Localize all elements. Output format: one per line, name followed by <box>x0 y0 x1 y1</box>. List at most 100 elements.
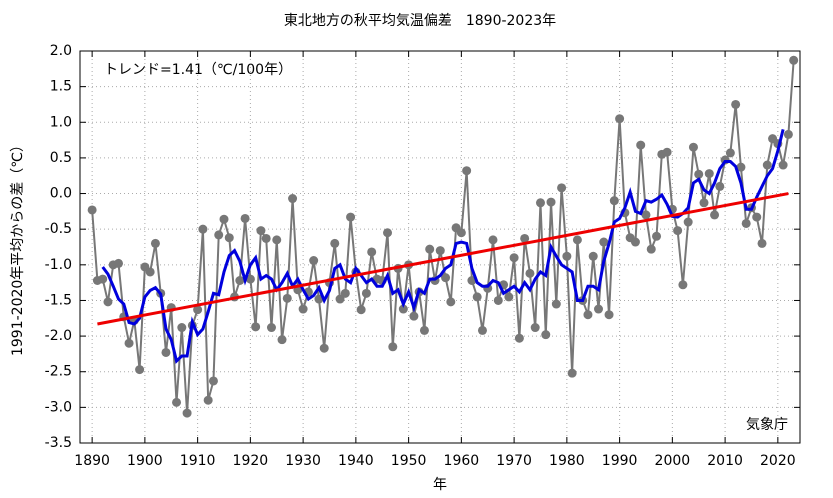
x-tick-label: 1920 <box>233 453 269 469</box>
data-point <box>335 294 345 304</box>
data-point <box>182 408 192 418</box>
data-point <box>87 205 97 215</box>
data-point <box>736 162 746 172</box>
x-axis-label: 年 <box>433 477 447 493</box>
data-point <box>741 218 751 228</box>
data-point <box>572 235 582 245</box>
data-point <box>224 233 234 243</box>
data-point <box>462 166 472 176</box>
data-point <box>683 217 693 227</box>
data-point <box>562 251 572 261</box>
data-point <box>103 297 113 307</box>
data-point <box>172 397 182 407</box>
data-point <box>446 297 456 307</box>
data-point <box>609 196 619 206</box>
data-point <box>520 233 530 243</box>
data-point <box>419 325 429 335</box>
data-point <box>208 376 218 386</box>
data-point <box>583 310 593 320</box>
data-point <box>198 224 208 234</box>
annotation: 気象庁 <box>746 417 788 433</box>
x-tick-label: 1910 <box>180 453 216 469</box>
y-tick-label: 2.0 <box>50 43 72 59</box>
data-point <box>477 325 487 335</box>
y-tick-label: -1.5 <box>45 292 72 308</box>
data-point <box>367 247 377 257</box>
x-tick-label: 1940 <box>338 453 374 469</box>
data-point <box>98 274 108 284</box>
data-point <box>177 323 187 333</box>
x-tick-label: 2020 <box>760 453 796 469</box>
data-point <box>235 275 245 285</box>
data-point <box>504 292 514 302</box>
data-point <box>298 304 308 314</box>
data-point <box>398 304 408 314</box>
data-point <box>704 169 714 179</box>
y-tick-label: -2.0 <box>45 328 72 344</box>
data-point <box>282 293 292 303</box>
data-point <box>694 169 704 179</box>
y-axis-label: 1991-2020年平均からの差（℃） <box>10 138 26 356</box>
data-point <box>346 212 356 222</box>
data-point <box>588 251 598 261</box>
data-point <box>150 238 160 248</box>
data-point <box>245 274 255 284</box>
y-tick-label: 1.5 <box>50 79 72 95</box>
data-point <box>135 365 145 375</box>
x-tick-label: 2000 <box>655 453 691 469</box>
data-point <box>530 323 540 333</box>
x-tick-label: 1890 <box>74 453 110 469</box>
data-point <box>630 237 640 247</box>
data-point <box>509 253 519 263</box>
data-point <box>525 268 535 278</box>
data-point <box>493 295 503 305</box>
x-tick-label: 1980 <box>549 453 585 469</box>
y-tick-label: -0.5 <box>45 221 72 237</box>
data-point <box>456 228 466 238</box>
data-point <box>636 140 646 150</box>
plot-frame <box>79 50 801 444</box>
data-point <box>388 342 398 352</box>
data-point <box>203 395 213 405</box>
data-point <box>330 238 340 248</box>
data-point <box>551 299 561 309</box>
series-line <box>97 192 789 326</box>
data-point <box>599 237 609 247</box>
chart-title: 東北地方の秋平均気温偏差 1890-2023年 <box>284 13 556 29</box>
data-point <box>662 147 672 157</box>
data-point <box>361 288 371 298</box>
x-tick-label: 1900 <box>127 453 163 469</box>
y-tick-label: -3.5 <box>45 435 72 451</box>
x-tick-label: 1990 <box>602 453 638 469</box>
data-point <box>646 244 656 254</box>
data-point <box>641 210 651 220</box>
data-point <box>762 160 772 170</box>
data-point <box>535 198 545 208</box>
data-point <box>161 347 171 357</box>
data-point <box>783 129 793 139</box>
data-point <box>752 212 762 222</box>
data-point <box>441 273 451 283</box>
data-point <box>757 238 767 248</box>
data-point <box>340 288 350 298</box>
data-point <box>356 305 366 315</box>
annotation: トレンド=1.41（℃/100年） <box>104 62 292 78</box>
data-point <box>145 267 155 277</box>
data-point <box>594 304 604 314</box>
data-point <box>409 311 419 321</box>
data-point <box>731 99 741 109</box>
data-point <box>240 213 250 223</box>
data-point <box>383 228 393 238</box>
data-point <box>652 231 662 241</box>
data-point <box>567 368 577 378</box>
data-point <box>319 343 329 353</box>
data-point <box>272 235 282 245</box>
data-point <box>557 183 567 193</box>
data-point <box>309 256 319 266</box>
y-tick-label: -2.5 <box>45 364 72 380</box>
y-tick-label: 0.5 <box>50 150 72 166</box>
data-point <box>541 330 551 340</box>
data-point <box>251 322 261 332</box>
data-point <box>546 197 556 207</box>
